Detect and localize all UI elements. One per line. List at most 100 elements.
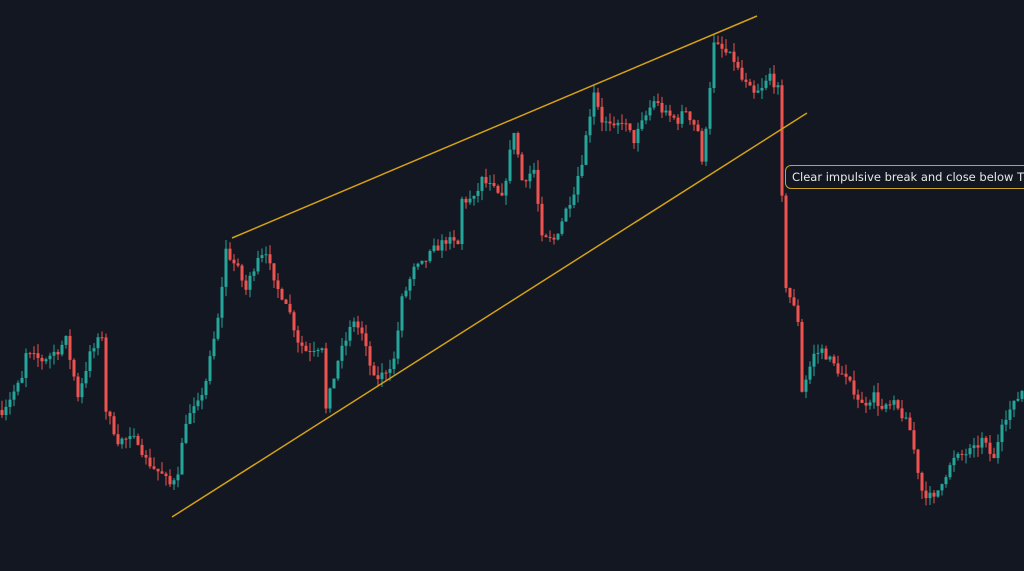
candle-up (508, 149, 512, 181)
candle-down (100, 337, 104, 339)
candle-down (444, 240, 448, 244)
candle-down (456, 240, 460, 245)
candle-down (540, 203, 544, 236)
candle-up (648, 107, 652, 116)
candle-up (808, 366, 812, 380)
candle-down (784, 195, 788, 289)
candle-down (296, 330, 300, 343)
candle-up (588, 116, 592, 136)
candle-down (124, 438, 128, 440)
candle-down (372, 365, 376, 376)
candle-up (316, 350, 320, 352)
candle-up (980, 437, 984, 448)
candle-down (840, 373, 844, 375)
candle-down (920, 472, 924, 491)
candle-down (856, 394, 860, 400)
candle-up (200, 395, 204, 401)
candle-up (948, 465, 952, 478)
candle-down (108, 411, 112, 417)
candle-down (436, 245, 440, 251)
candle-down (836, 363, 840, 374)
candle-up (756, 90, 760, 93)
candle-up (812, 353, 816, 367)
candle-up (904, 417, 908, 419)
candle-down (288, 303, 292, 313)
candle-up (120, 438, 124, 445)
candle-down (40, 357, 44, 362)
candle-down (240, 265, 244, 281)
candle-up (956, 453, 960, 458)
candle-down (292, 312, 296, 331)
candle-up (192, 406, 196, 414)
candle-up (1004, 419, 1008, 425)
candle-up (616, 122, 620, 126)
candle-down (156, 468, 160, 472)
candle-down (660, 102, 664, 113)
candle-up (336, 360, 340, 379)
candle-down (696, 124, 700, 131)
candle-down (276, 280, 280, 289)
candle-down (56, 351, 60, 355)
candle-down (988, 442, 992, 454)
candle-up (52, 351, 56, 356)
candle-up (728, 51, 732, 53)
candle-up (460, 198, 464, 245)
candle-down (596, 92, 600, 107)
candle-down (160, 471, 164, 474)
candle-up (12, 391, 16, 400)
candle-up (92, 348, 96, 352)
candle-down (364, 333, 368, 347)
candle-down (272, 263, 276, 281)
candle-up (396, 330, 400, 359)
candle-up (512, 133, 516, 150)
candle-down (780, 85, 784, 196)
candle-up (592, 92, 596, 117)
candle-up (340, 345, 344, 361)
candle-down (916, 449, 920, 473)
trendline-upper (231, 15, 758, 239)
candle-down (824, 348, 828, 360)
candle-down (788, 288, 792, 298)
candle-up (952, 457, 956, 466)
candle-down (32, 353, 36, 355)
candle-up (212, 338, 216, 357)
candle-down (724, 48, 728, 53)
candle-up (884, 404, 888, 409)
candle-up (968, 448, 972, 455)
candle-up (760, 87, 764, 91)
candle-up (352, 321, 356, 327)
candle-up (928, 492, 932, 499)
candle-down (524, 180, 528, 182)
candle-up (332, 378, 336, 389)
candle-up (204, 381, 208, 396)
candle-down (992, 453, 996, 459)
candle-down (356, 321, 360, 328)
candle-up (828, 356, 832, 360)
trendlines-group (171, 15, 808, 518)
candle-up (88, 351, 92, 372)
candle-down (368, 346, 372, 366)
candle-up (412, 266, 416, 280)
candle-down (308, 351, 312, 353)
candle-down (656, 101, 660, 103)
candle-down (36, 353, 40, 358)
candle-up (264, 254, 268, 256)
trendline-lower (171, 112, 808, 518)
candle-down (236, 263, 240, 266)
candle-up (604, 121, 608, 123)
candle-down (716, 42, 720, 44)
candle-up (704, 128, 708, 162)
candle-up (580, 164, 584, 176)
candle-up (964, 454, 968, 456)
candle-down (688, 111, 692, 121)
candle-down (544, 235, 548, 237)
candle-up (80, 383, 84, 398)
candle-up (528, 173, 532, 182)
candle-down (300, 342, 304, 346)
candle-down (896, 400, 900, 409)
candle-up (1000, 424, 1004, 443)
candle-down (672, 115, 676, 118)
candle-down (932, 492, 936, 497)
candle-up (416, 263, 420, 267)
